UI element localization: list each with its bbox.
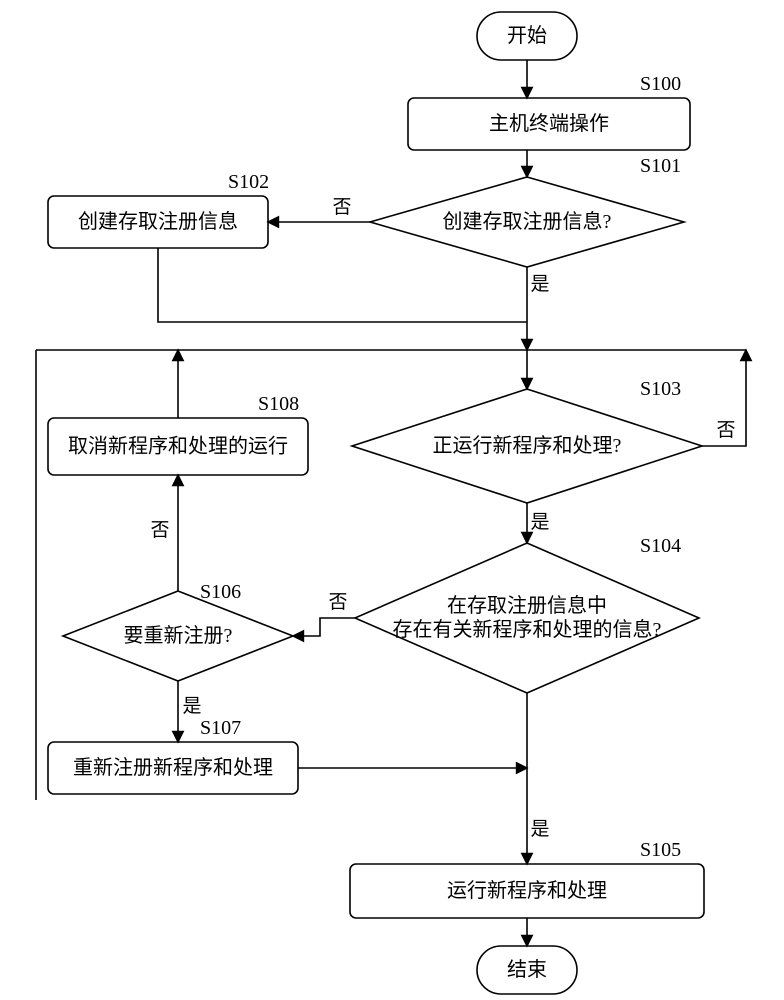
svg-text:存在有关新程序和处理的信息?: 存在有关新程序和处理的信息? [393,618,662,641]
svg-text:S106: S106 [200,581,241,603]
svg-text:运行新程序和处理: 运行新程序和处理 [447,879,607,902]
svg-text:是: 是 [530,819,549,840]
svg-text:创建存取注册信息?: 创建存取注册信息? [443,210,612,233]
flowchart: 开始结束 主机终端操作创建存取注册信息取消新程序和处理的运行重新注册新程序和处理运… [0,0,784,1000]
svg-text:S102: S102 [228,171,269,193]
svg-text:取消新程序和处理的运行: 取消新程序和处理的运行 [68,435,288,458]
svg-text:S105: S105 [640,839,681,861]
svg-text:是: 是 [530,274,549,295]
svg-text:否: 否 [332,197,351,218]
svg-text:S107: S107 [200,717,241,739]
svg-text:正运行新程序和处理?: 正运行新程序和处理? [433,434,622,457]
svg-text:结束: 结束 [507,958,547,981]
svg-text:是: 是 [182,696,201,717]
svg-text:S100: S100 [640,73,681,95]
svg-text:S101: S101 [640,155,681,177]
svg-text:开始: 开始 [507,24,547,47]
svg-text:否: 否 [328,592,347,613]
svg-text:主机终端操作: 主机终端操作 [489,112,609,135]
svg-text:否: 否 [150,520,169,541]
svg-text:在存取注册信息中: 在存取注册信息中 [447,594,607,617]
svg-text:创建存取注册信息: 创建存取注册信息 [78,210,238,233]
svg-text:S104: S104 [640,535,681,557]
svg-text:S108: S108 [258,393,299,415]
svg-text:否: 否 [716,420,735,441]
svg-text:S103: S103 [640,378,681,400]
svg-text:要重新注册?: 要重新注册? [124,624,233,647]
svg-text:是: 是 [530,512,549,533]
svg-text:重新注册新程序和处理: 重新注册新程序和处理 [73,756,273,779]
